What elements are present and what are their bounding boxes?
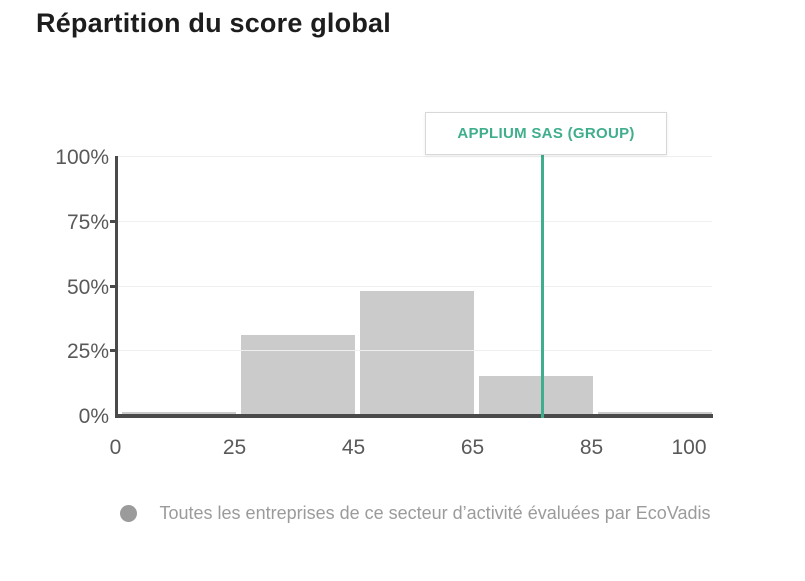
company-marker-label: APPLIUM SAS (GROUP): [425, 112, 667, 155]
y-axis-tick: [110, 349, 115, 353]
gridline: [117, 350, 712, 352]
x-axis-tick-label: 45: [341, 436, 366, 459]
y-axis-tick-label: 75%: [66, 210, 109, 234]
y-axis-line: [115, 156, 118, 418]
bar-25-45[interactable]: [241, 334, 355, 415]
x-axis-tick-label: 65: [460, 436, 485, 459]
y-axis-tick-label: 100%: [55, 146, 109, 169]
y-axis-tick-label: 25%: [66, 340, 109, 364]
chart-title: Répartition du score global: [36, 8, 391, 38]
bar-0-25[interactable]: [122, 412, 236, 415]
bar-45-65[interactable]: [360, 290, 474, 415]
y-axis-tick-label: 50%: [66, 275, 109, 299]
y-axis-tick: [110, 219, 115, 223]
gridline: [117, 156, 712, 157]
x-axis-line: [115, 414, 713, 418]
gridline: [117, 285, 712, 287]
y-axis-tick-label: 0%: [78, 405, 109, 428]
x-axis-tick-label: 0: [109, 436, 122, 459]
gridline: [117, 220, 712, 222]
legend: Toutes les entreprises de ce secteur d’a…: [120, 502, 730, 524]
x-axis-tick-label: 100: [671, 436, 707, 459]
bar-65-85[interactable]: [479, 376, 593, 415]
x-axis-tick-label: 85: [579, 436, 604, 459]
legend-dot-icon: [120, 505, 137, 522]
x-axis-tick-label: 25: [222, 436, 247, 459]
company-marker-label-text: APPLIUM SAS (GROUP): [457, 125, 635, 142]
y-axis-tick: [110, 284, 115, 288]
legend-label: Toutes les entreprises de ce secteur d’a…: [159, 503, 711, 523]
bar-85-100[interactable]: [598, 412, 712, 415]
company-marker-line: [540, 152, 544, 418]
